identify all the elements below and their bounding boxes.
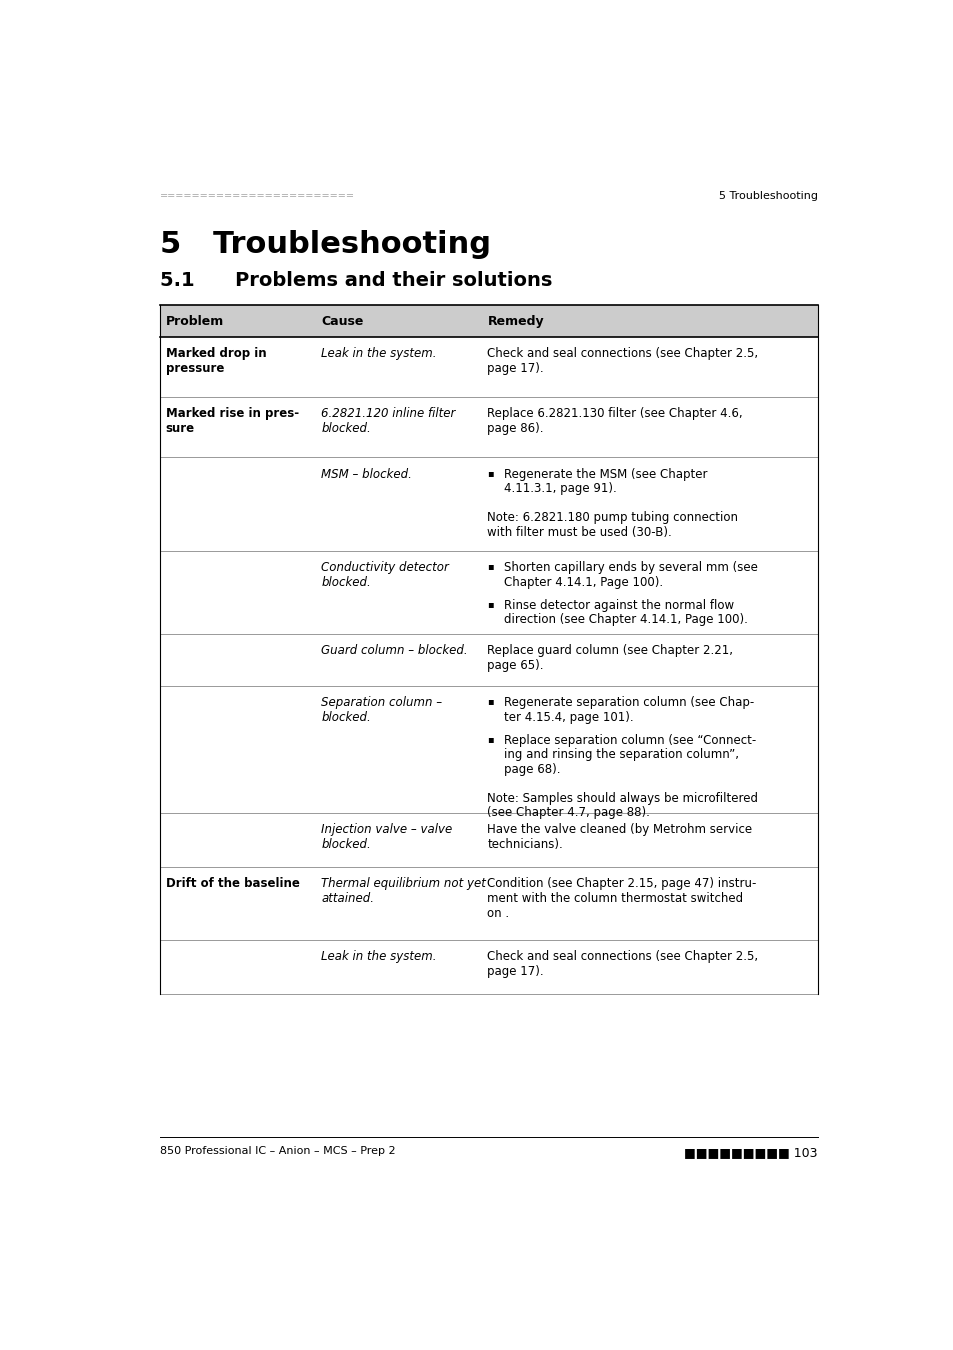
Text: Check and seal connections (see Chapter 2.5,
page 17).: Check and seal connections (see Chapter … xyxy=(487,950,758,977)
Text: Remedy: Remedy xyxy=(487,315,543,328)
Text: Condition (see Chapter 2.15, page 47) instru-
ment with the column thermostat sw: Condition (see Chapter 2.15, page 47) in… xyxy=(487,878,756,921)
Text: Leak in the system.: Leak in the system. xyxy=(321,347,436,360)
Text: 6.2821.120 inline filter
blocked.: 6.2821.120 inline filter blocked. xyxy=(321,408,455,435)
Text: Regenerate the MSM (see Chapter: Regenerate the MSM (see Chapter xyxy=(503,467,706,481)
Text: Have the valve cleaned (by Metrohm service
technicians).: Have the valve cleaned (by Metrohm servi… xyxy=(487,824,752,850)
Text: 5 Troubleshooting: 5 Troubleshooting xyxy=(719,192,817,201)
Text: ▪: ▪ xyxy=(487,562,494,571)
Text: Cause: Cause xyxy=(321,315,363,328)
Text: Chapter 4.14.1, Page 100).: Chapter 4.14.1, Page 100). xyxy=(503,575,662,589)
Text: ▪: ▪ xyxy=(487,467,494,478)
Text: Thermal equilibrium not yet
attained.: Thermal equilibrium not yet attained. xyxy=(321,878,485,906)
Text: Separation column –
blocked.: Separation column – blocked. xyxy=(321,697,442,725)
Text: Check and seal connections (see Chapter 2.5,
page 17).: Check and seal connections (see Chapter … xyxy=(487,347,758,375)
Text: Problem: Problem xyxy=(166,315,224,328)
Bar xyxy=(160,305,817,336)
Text: ▪: ▪ xyxy=(487,734,494,744)
Text: ■■■■■■■■■ 103: ■■■■■■■■■ 103 xyxy=(683,1146,817,1160)
Text: MSM – blocked.: MSM – blocked. xyxy=(321,467,412,481)
Text: direction (see Chapter 4.14.1, Page 100).: direction (see Chapter 4.14.1, Page 100)… xyxy=(503,613,747,626)
Text: Guard column – blocked.: Guard column – blocked. xyxy=(321,644,467,657)
Text: ▪: ▪ xyxy=(487,598,494,609)
Text: 5   Troubleshooting: 5 Troubleshooting xyxy=(160,230,491,259)
Text: 5.1      Problems and their solutions: 5.1 Problems and their solutions xyxy=(160,271,552,290)
Text: Replace 6.2821.130 filter (see Chapter 4.6,
page 86).: Replace 6.2821.130 filter (see Chapter 4… xyxy=(487,408,742,435)
Text: (see Chapter 4.7, page 88).: (see Chapter 4.7, page 88). xyxy=(487,806,650,819)
Text: ing and rinsing the separation column”,: ing and rinsing the separation column”, xyxy=(503,748,738,761)
Text: Conductivity detector
blocked.: Conductivity detector blocked. xyxy=(321,562,449,589)
Text: Note: 6.2821.180 pump tubing connection: Note: 6.2821.180 pump tubing connection xyxy=(487,512,738,524)
Text: Regenerate separation column (see Chap-: Regenerate separation column (see Chap- xyxy=(503,697,753,709)
Text: Rinse detector against the normal flow: Rinse detector against the normal flow xyxy=(503,598,733,612)
Text: ▪: ▪ xyxy=(487,697,494,706)
Text: 4.11.3.1, page 91).: 4.11.3.1, page 91). xyxy=(503,482,616,495)
Text: Replace guard column (see Chapter 2.21,
page 65).: Replace guard column (see Chapter 2.21, … xyxy=(487,644,733,672)
Text: Replace separation column (see “Connect-: Replace separation column (see “Connect- xyxy=(503,734,755,747)
Text: ========================: ======================== xyxy=(160,192,355,201)
Text: 850 Professional IC – Anion – MCS – Prep 2: 850 Professional IC – Anion – MCS – Prep… xyxy=(160,1146,395,1157)
Text: Marked drop in
pressure: Marked drop in pressure xyxy=(166,347,266,375)
Text: ter 4.15.4, page 101).: ter 4.15.4, page 101). xyxy=(503,711,633,724)
Text: Shorten capillary ends by several mm (see: Shorten capillary ends by several mm (se… xyxy=(503,562,757,574)
Text: Drift of the baseline: Drift of the baseline xyxy=(166,878,299,890)
Text: with filter must be used (30-B).: with filter must be used (30-B). xyxy=(487,526,672,539)
Text: page 68).: page 68). xyxy=(503,763,559,776)
Text: Leak in the system.: Leak in the system. xyxy=(321,950,436,963)
Text: Marked rise in pres-
sure: Marked rise in pres- sure xyxy=(166,408,298,435)
Text: Note: Samples should always be microfiltered: Note: Samples should always be microfilt… xyxy=(487,792,758,805)
Text: Injection valve – valve
blocked.: Injection valve – valve blocked. xyxy=(321,824,452,850)
